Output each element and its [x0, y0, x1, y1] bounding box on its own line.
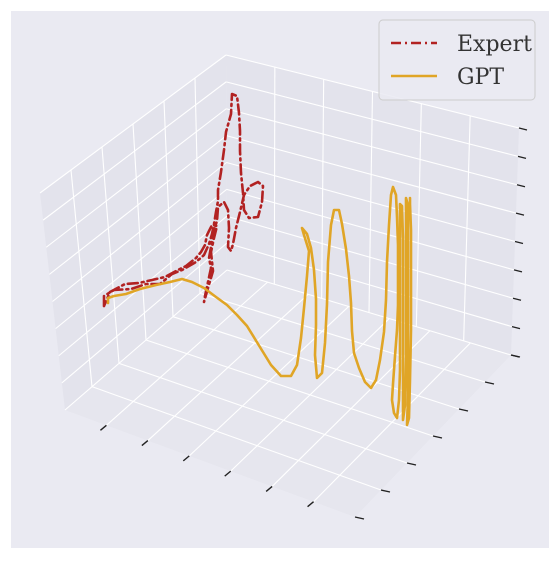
y-tick	[406, 462, 417, 466]
x-tick	[182, 455, 190, 462]
grid-line-back-v	[368, 91, 374, 313]
y-tick	[484, 381, 495, 385]
series-layer	[102, 92, 413, 427]
z-tick	[510, 354, 520, 358]
z-tick	[517, 155, 527, 160]
z-tick	[512, 297, 522, 301]
x-tick	[265, 485, 273, 492]
y-tick	[432, 435, 443, 439]
z-tick	[518, 127, 528, 131]
z-tick	[514, 240, 524, 245]
legend-box	[378, 19, 536, 101]
z-tick	[515, 212, 525, 216]
grid-line-left-v	[101, 146, 120, 364]
z-tick	[516, 184, 526, 188]
series-line-expert	[102, 92, 265, 308]
grid-line-left-v	[194, 77, 201, 294]
grid-line-floor-b	[118, 362, 408, 464]
grid-line-back-v	[463, 115, 471, 341]
z-tick	[511, 325, 521, 330]
y-tick	[354, 516, 365, 520]
grid-line-left-v	[132, 123, 147, 341]
grid-line-back-v	[415, 103, 422, 327]
legend-expert-label: Expert	[457, 32, 532, 57]
y-tick	[380, 489, 391, 493]
grid-line-floor-b	[145, 339, 434, 437]
y-tick	[458, 408, 469, 412]
z-tick	[513, 269, 523, 273]
grid-line-floor-b	[91, 386, 382, 491]
x-tick	[141, 440, 149, 447]
series-line-gpt	[106, 185, 413, 427]
grid-line-left-v	[70, 169, 93, 387]
x-tick	[224, 470, 232, 477]
back-pane	[226, 55, 519, 355]
x-tick	[307, 501, 315, 508]
tick-marks	[99, 127, 528, 520]
legend: Expert GPT	[378, 19, 536, 101]
x-tick	[99, 424, 107, 431]
grid-line-back-v	[273, 67, 276, 285]
legend-gpt-label: GPT	[457, 65, 504, 90]
grid-line-floor-b	[199, 292, 486, 383]
grid-line-back-v	[321, 79, 325, 299]
